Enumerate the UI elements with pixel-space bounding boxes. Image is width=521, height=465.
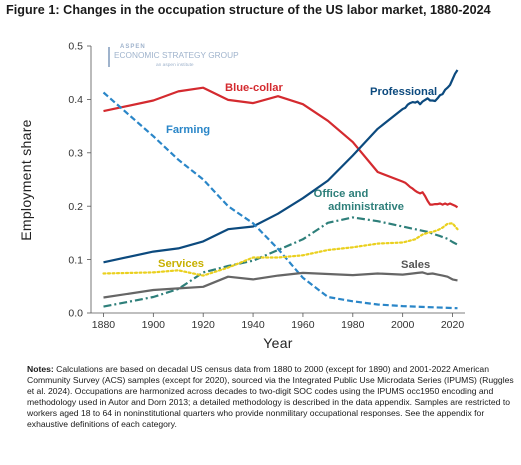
x-tick-label: 2020 (441, 319, 465, 331)
x-tick-label: 1940 (241, 319, 265, 331)
notes-label: Notes: (27, 364, 54, 374)
series-lines (102, 69, 459, 310)
series-label-services: Services (158, 258, 204, 270)
y-tick-label: 0.3 (68, 148, 83, 160)
y-tick-label: 0.5 (68, 41, 83, 53)
logo-line-1: ASPEN (120, 44, 146, 50)
series-line-services (102, 222, 459, 277)
series-line-farming (102, 91, 458, 310)
y-tick-label: 0.1 (68, 254, 83, 266)
y-tick-label: 0.2 (68, 201, 83, 213)
series-line-sales (103, 271, 458, 299)
series-label-office-line-2: administrative (328, 201, 404, 213)
axes: 1880 1900 1920 1940 1960 1980 2000 2020 0.0 0.1 0.… (68, 41, 465, 331)
x-tick-label: 1880 (92, 319, 116, 331)
series-label-office-line-1: Office and (314, 188, 369, 200)
notes: Notes: Calculations are based on decadal… (27, 364, 515, 431)
series-line-professional (103, 69, 459, 264)
series-line-blue-collar (103, 86, 459, 209)
x-tick-label: 1980 (341, 319, 365, 331)
series-label-farming: Farming (166, 124, 210, 136)
series-label-professional: Professional (370, 86, 437, 98)
logo-line-3: an aspen institute (156, 62, 194, 68)
series-labels: Blue-collar Professional Farming Office … (158, 82, 437, 271)
y-tick-label: 0.4 (68, 94, 83, 106)
x-tick-label: 1920 (192, 319, 216, 331)
notes-text: Calculations are based on decadal US cen… (27, 364, 514, 430)
x-tick-label: 1900 (142, 319, 166, 331)
series-label-blue-collar: Blue-collar (225, 82, 283, 94)
line-chart: ASPEN ECONOMIC STRATEGY GROUP an aspen i… (18, 41, 465, 351)
x-tick-label: 1960 (291, 319, 315, 331)
logo: ASPEN ECONOMIC STRATEGY GROUP an aspen i… (108, 44, 239, 68)
series-line-office-and-administrative (103, 216, 459, 308)
y-axis-title: Employment share (18, 119, 34, 241)
logo-line-2: ECONOMIC STRATEGY GROUP (114, 50, 239, 60)
series-label-sales: Sales (401, 259, 430, 271)
x-tick-label: 2000 (391, 319, 415, 331)
figure-title: Figure 1: Changes in the occupation stru… (6, 3, 491, 17)
y-tick-label: 0.0 (68, 308, 83, 320)
x-axis-title: Year (263, 335, 293, 351)
